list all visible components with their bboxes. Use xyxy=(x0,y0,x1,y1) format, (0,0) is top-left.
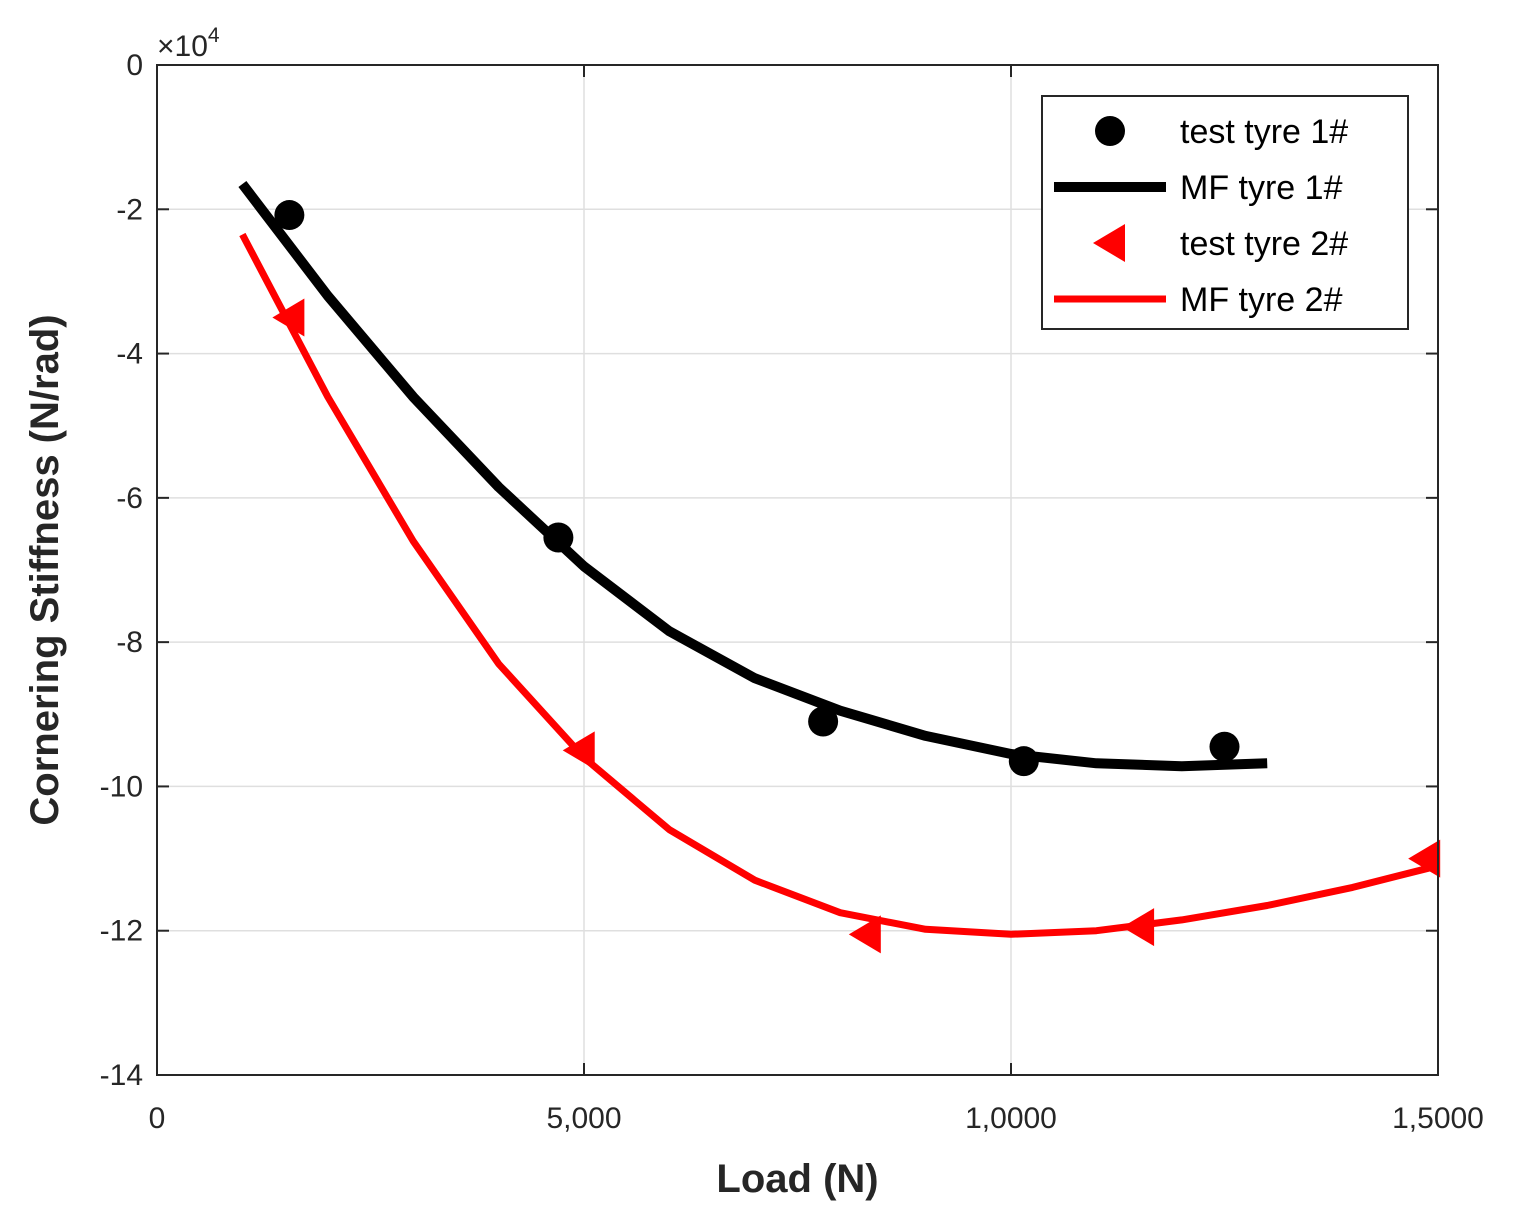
y-axis-exponent-power: 4 xyxy=(208,24,220,47)
series-mf-tyre-1 xyxy=(238,180,1268,772)
y-axis-label: Cornering Stiffness (N/rad) xyxy=(23,314,67,825)
y-tick-label: -6 xyxy=(116,482,143,515)
y-axis-exponent: ×104 xyxy=(157,24,220,63)
x-axis-label: Load (N) xyxy=(716,1157,878,1201)
y-tick-label: -8 xyxy=(116,626,143,659)
y-tick-label: -14 xyxy=(100,1059,143,1092)
x-tick-label: 1,5000 xyxy=(1392,1102,1484,1135)
y-tick-label: 0 xyxy=(126,49,143,82)
y-tick-label: -12 xyxy=(100,915,143,948)
legend-label-test-tyre-1: test tyre 1# xyxy=(1180,113,1348,151)
data-point-test-tyre-1 xyxy=(274,200,305,231)
legend-marker-test-tyre-1 xyxy=(1095,116,1125,146)
legend-marker-test-tyre-2 xyxy=(1093,224,1125,262)
axis-ticks: 0 5,000 1,0000 1,5000 0 -2 -4 -6 -8 -10 -12 -14 xyxy=(100,49,1484,1135)
y-tick-label: -10 xyxy=(100,770,143,803)
legend: test tyre 1# MF tyre 1# test tyre 2# MF tyr… xyxy=(1041,95,1409,330)
x-tick-label: 5,000 xyxy=(546,1102,621,1135)
series-line-mf-tyre-1 xyxy=(238,180,1268,772)
legend-label-mf-tyre-1: MF tyre 1# xyxy=(1180,169,1343,207)
y-tick-label: -4 xyxy=(116,338,143,371)
series-test-tyre-2 xyxy=(272,298,1441,954)
x-tick-label: 1,0000 xyxy=(965,1102,1057,1135)
plot-series xyxy=(238,180,1441,954)
x-tick-label: 0 xyxy=(149,1102,166,1135)
legend-label-test-tyre-2: test tyre 2# xyxy=(1180,225,1348,263)
legend-label-mf-tyre-2: MF tyre 2# xyxy=(1180,281,1343,319)
data-point-test-tyre-1 xyxy=(808,706,839,737)
plot-frame xyxy=(156,64,1439,1076)
y-axis-exponent-base: ×10 xyxy=(157,30,208,63)
series-line-mf-tyre-2 xyxy=(239,232,1439,938)
data-point-test-tyre-2 xyxy=(848,915,881,954)
data-point-test-tyre-1 xyxy=(1209,731,1240,762)
y-tick-label: -2 xyxy=(116,193,143,226)
series-mf-tyre-2 xyxy=(239,232,1439,938)
